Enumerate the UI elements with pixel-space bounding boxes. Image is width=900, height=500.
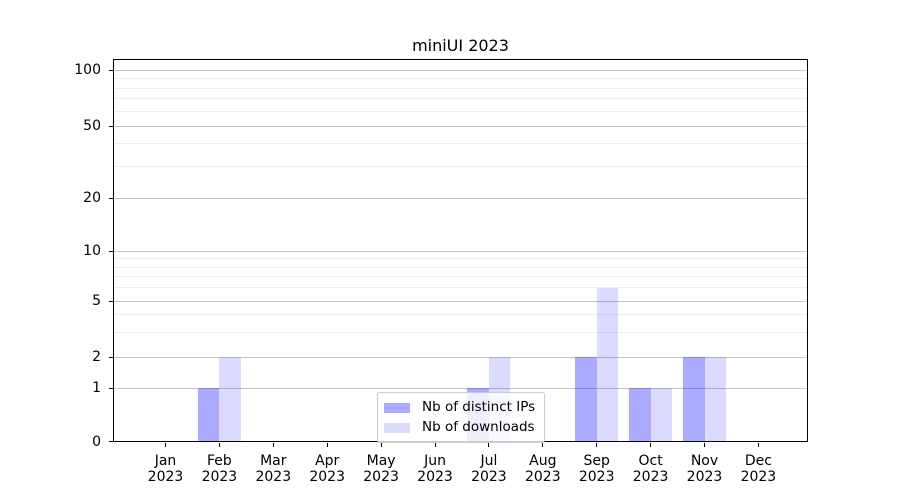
y-tick-label-0: 0 <box>92 433 101 450</box>
x-tick-aug <box>542 442 544 447</box>
minor-gridline-8 <box>113 266 808 268</box>
x-tick-year-dec: 2023 <box>740 468 777 485</box>
x-tick-year-jul: 2023 <box>471 468 507 485</box>
bar-downloads-sep <box>596 287 619 442</box>
bar-downloads-nov <box>704 357 726 442</box>
x-tick-label-jul: Jul 2023 <box>454 453 524 485</box>
x-tick-year-apr: 2023 <box>309 468 345 485</box>
x-tick-jun <box>434 442 436 447</box>
bar-distinct-ips-feb <box>197 388 220 442</box>
x-tick-label-aug: Aug 2023 <box>508 453 578 485</box>
major-gridline-2 <box>113 356 808 358</box>
y-tick-label-5: 5 <box>92 293 101 309</box>
x-tick-label-may: May 2023 <box>346 453 416 485</box>
y-tick-5 <box>109 300 113 302</box>
x-tick-apr <box>326 442 328 447</box>
y-tick-label-50: 50 <box>83 118 101 134</box>
x-tick-may <box>380 442 382 447</box>
legend-swatch-downloads-icon <box>384 422 410 433</box>
x-tick-label-sep: Sep 2023 <box>562 453 632 485</box>
x-tick-year-feb: 2023 <box>201 468 238 485</box>
x-tick-year-nov: 2023 <box>686 468 723 485</box>
minor-gridline-7 <box>113 276 808 278</box>
x-tick-year-jan: 2023 <box>147 468 184 485</box>
x-tick-year-mar: 2023 <box>255 468 292 485</box>
major-gridline-50 <box>113 125 808 127</box>
x-tick-oct <box>650 442 652 447</box>
minor-gridline-3 <box>113 331 808 333</box>
x-tick-label-mar: Mar 2023 <box>238 453 308 485</box>
x-tick-label-jun: Jun 2023 <box>400 453 470 485</box>
y-tick-label-1: 1 <box>92 380 101 396</box>
y-tick-1 <box>109 387 113 389</box>
bar-downloads-oct <box>650 388 673 442</box>
x-tick-feb <box>218 442 220 447</box>
x-tick-year-may: 2023 <box>363 468 399 485</box>
legend-swatch-distinct-ips-icon <box>384 402 410 413</box>
x-tick-label-jan: Jan 2023 <box>131 453 201 485</box>
x-tick-label-apr: Apr 2023 <box>292 453 362 485</box>
legend-label-downloads: Nb of downloads <box>422 419 535 435</box>
y-tick-label-100: 100 <box>74 62 101 78</box>
bar-distinct-ips-sep <box>575 357 597 442</box>
minor-gridline-6 <box>113 287 808 289</box>
y-tick-label-10: 10 <box>83 243 101 259</box>
y-tick-label-2: 2 <box>92 349 101 365</box>
legend-row-distinct-ips: Nb of distinct IPs <box>384 398 535 417</box>
minor-gridline-4 <box>113 314 808 316</box>
minor-gridline-80 <box>113 87 808 89</box>
x-tick-jan <box>165 442 166 447</box>
x-tick-label-oct: Oct 2023 <box>616 453 686 485</box>
x-tick-sep <box>596 442 598 447</box>
y-tick-20 <box>109 197 113 199</box>
bar-distinct-ips-nov <box>683 357 705 442</box>
y-tick-2 <box>109 356 113 358</box>
x-tick-label-nov: Nov 2023 <box>670 453 740 485</box>
legend-label-distinct-ips: Nb of distinct IPs <box>422 399 536 415</box>
x-tick-dec <box>757 442 759 447</box>
x-tick-year-jun: 2023 <box>417 468 453 485</box>
major-gridline-10 <box>113 250 808 252</box>
y-tick-50 <box>109 125 113 127</box>
x-tick-label-dec: Dec 2023 <box>723 453 793 485</box>
x-tick-nov <box>704 442 705 447</box>
x-tick-label-feb: Feb 2023 <box>184 453 254 485</box>
y-tick-100 <box>109 69 113 71</box>
x-tick-year-aug: 2023 <box>524 468 561 485</box>
legend-row-downloads: Nb of downloads <box>384 418 535 437</box>
legend: Nb of distinct IPs Nb of downloads <box>377 392 546 443</box>
minor-gridline-60 <box>113 110 808 112</box>
y-tick-label-20: 20 <box>83 190 101 206</box>
major-gridline-5 <box>113 300 808 302</box>
major-gridline-100 <box>113 69 808 71</box>
x-tick-jul <box>488 442 490 447</box>
minor-gridline-30 <box>113 165 808 167</box>
major-gridline-1 <box>113 387 808 389</box>
minor-gridline-9 <box>113 258 808 260</box>
bar-distinct-ips-oct <box>629 388 651 442</box>
y-tick-0 <box>109 441 113 442</box>
minor-gridline-90 <box>113 78 808 79</box>
y-tick-10 <box>109 250 113 252</box>
x-tick-year-oct: 2023 <box>632 468 669 485</box>
chart-title: miniUI 2023 <box>412 36 509 55</box>
major-gridline-20 <box>113 197 808 199</box>
bar-downloads-feb <box>219 357 241 442</box>
minor-gridline-40 <box>113 143 808 145</box>
x-tick-year-sep: 2023 <box>578 468 615 485</box>
minor-gridline-70 <box>113 98 808 100</box>
x-tick-mar <box>272 442 274 447</box>
